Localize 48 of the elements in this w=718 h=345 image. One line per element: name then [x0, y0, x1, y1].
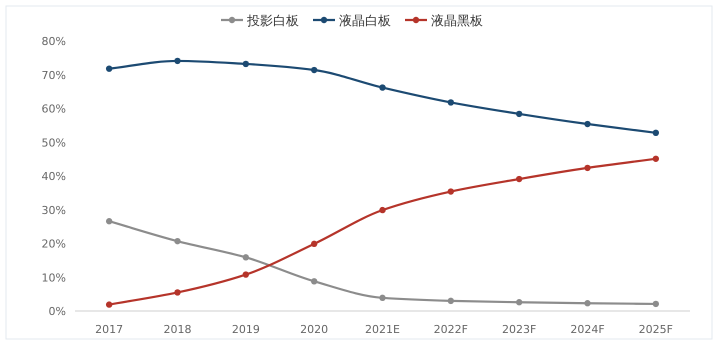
y-tick-label: 70%: [42, 68, 66, 82]
x-tick-label: 2023F: [502, 323, 536, 336]
legend-label: 液晶黑板: [431, 14, 483, 29]
x-tick-label: 2022F: [434, 323, 468, 336]
point: [174, 289, 181, 296]
x-tick-label: 2017: [95, 323, 124, 336]
point: [516, 176, 522, 182]
x-tick-label: 2018: [164, 323, 192, 336]
y-tick-label: 40%: [42, 170, 66, 183]
x-tick-label: 2025F: [638, 323, 673, 336]
point: [174, 58, 181, 64]
y-tick-label: 10%: [42, 271, 66, 284]
point: [379, 294, 386, 302]
point: [174, 238, 181, 244]
point: [106, 65, 112, 72]
point: [379, 84, 386, 91]
x-tick-label: 2021E: [365, 323, 400, 336]
point: [448, 188, 454, 195]
point: [516, 110, 522, 118]
point: [516, 299, 522, 306]
point: [584, 300, 591, 306]
point: [106, 218, 112, 224]
y-tick-label: 80%: [42, 35, 66, 48]
point: [242, 60, 250, 68]
legend-label: 液晶白板: [339, 14, 391, 29]
point: [652, 130, 660, 136]
point: [652, 300, 660, 308]
point: [106, 301, 112, 308]
x-tick-label: 2020: [300, 323, 328, 336]
y-tick-label: 30%: [42, 204, 66, 217]
point: [448, 99, 454, 106]
y-tick-label: 60%: [42, 102, 66, 116]
point: [379, 206, 386, 214]
point: [242, 271, 250, 278]
y-tick-label: 0%: [48, 305, 66, 318]
point: [584, 120, 591, 128]
y-tick-label: 50%: [42, 136, 66, 150]
point: [242, 254, 250, 261]
x-tick-label: 2024F: [570, 323, 605, 336]
point: [652, 156, 660, 162]
point: [584, 164, 591, 172]
point: [310, 240, 318, 248]
point: [448, 298, 454, 304]
x-tick-label: 2019: [232, 323, 260, 336]
legend-label: 投影白板: [246, 14, 299, 29]
y-tick-label: 20%: [42, 238, 66, 250]
point: [310, 278, 318, 284]
point: [310, 66, 318, 74]
